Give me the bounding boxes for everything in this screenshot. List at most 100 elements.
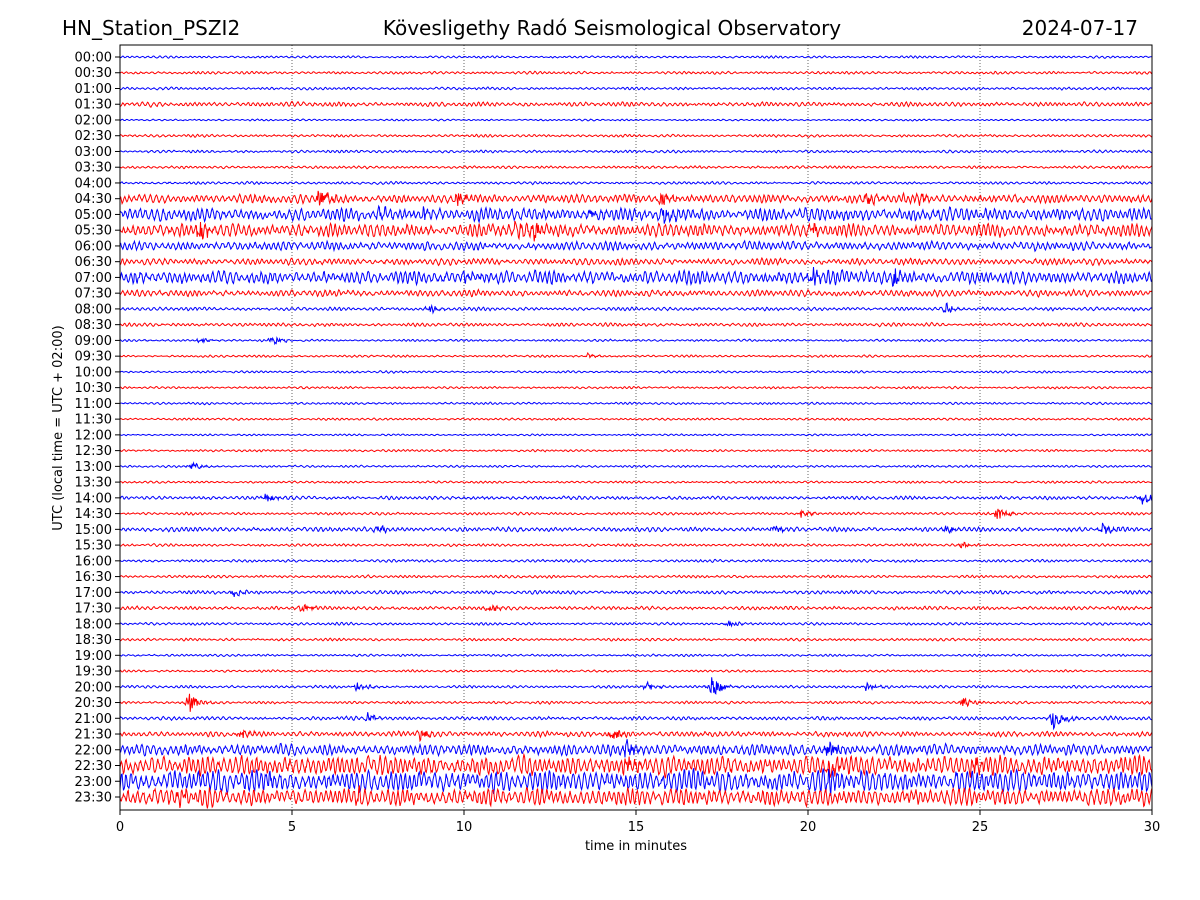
- y-tick-label: 12:30: [75, 444, 112, 459]
- y-tick-label: 13:30: [75, 476, 112, 491]
- trace-0330: [119, 165, 1153, 170]
- trace-0430: [119, 190, 1153, 207]
- y-tick-label: 22:00: [75, 743, 112, 758]
- trace-2030: [119, 693, 1153, 712]
- y-tick-label: 13:00: [75, 460, 112, 475]
- x-tick-label: 15: [628, 820, 645, 835]
- y-tick-label: 16:30: [75, 570, 112, 585]
- y-tick-label: 14:00: [75, 491, 112, 506]
- y-tick-label: 11:30: [75, 413, 112, 428]
- y-axis-label: UTC (local time = UTC + 02:00): [51, 325, 66, 530]
- trace-1730: [119, 603, 1153, 613]
- x-axis: 0 5 10 15 20 25 30: [116, 810, 1160, 835]
- y-tick-label: 18:30: [75, 633, 112, 648]
- station-title: HN_Station_PSZI2: [62, 16, 240, 40]
- x-tick-label: 25: [972, 820, 989, 835]
- y-tick-label: 08:30: [75, 318, 112, 333]
- y-tick-label: 09:30: [75, 350, 112, 365]
- trace-1230: [119, 448, 1153, 453]
- y-tick-label: 02:00: [75, 113, 112, 128]
- trace-0600: [119, 239, 1153, 253]
- trace-1300: [119, 461, 1153, 470]
- trace-0030: [119, 70, 1153, 75]
- trace-0400: [119, 180, 1153, 186]
- y-tick-label: 19:00: [75, 649, 112, 664]
- x-tick-label: 10: [456, 820, 473, 835]
- y-tick-label: 07:30: [75, 287, 112, 302]
- trace-1400: [119, 493, 1153, 505]
- grid: [291, 45, 981, 810]
- traces: [119, 55, 1153, 809]
- trace-0930: [119, 351, 1153, 359]
- y-tick-label: 03:00: [75, 145, 112, 160]
- y-tick-label: 17:00: [75, 586, 112, 601]
- trace-0100: [119, 86, 1153, 91]
- y-tick-label: 19:30: [75, 665, 112, 680]
- trace-0900: [119, 336, 1153, 346]
- trace-2200: [119, 739, 1153, 758]
- y-tick-label: 05:00: [75, 208, 112, 223]
- y-tick-label: 10:00: [75, 365, 112, 380]
- trace-2300: [119, 767, 1153, 797]
- y-tick-label: 10:30: [75, 381, 112, 396]
- trace-0630: [119, 256, 1153, 267]
- trace-0230: [119, 133, 1153, 138]
- y-tick-label: 03:30: [75, 161, 112, 176]
- y-tick-label: 05:30: [75, 224, 112, 239]
- y-tick-label: 23:30: [75, 791, 112, 806]
- y-tick-label: 09:00: [75, 334, 112, 349]
- trace-1200: [119, 433, 1153, 437]
- y-tick-label: 07:00: [75, 271, 112, 286]
- y-tick-label: 08:00: [75, 302, 112, 317]
- trace-1130: [119, 417, 1153, 421]
- trace-0800: [119, 302, 1153, 315]
- y-tick-label: 14:30: [75, 507, 112, 522]
- y-tick-label: 22:30: [75, 759, 112, 774]
- y-tick-label: 15:00: [75, 523, 112, 538]
- y-tick-label: 21:30: [75, 728, 112, 743]
- trace-1430: [119, 508, 1153, 519]
- trace-0000: [119, 55, 1153, 59]
- x-tick-label: 5: [288, 820, 296, 835]
- date-title: 2024-07-17: [1022, 16, 1138, 40]
- trace-1030: [119, 385, 1153, 390]
- y-tick-label: 00:30: [75, 66, 112, 81]
- y-tick-label: 21:00: [75, 712, 112, 727]
- y-tick-label: 23:00: [75, 775, 112, 790]
- y-tick-label: 12:00: [75, 428, 112, 443]
- y-tick-label: 20:00: [75, 680, 112, 695]
- x-tick-label: 20: [800, 820, 817, 835]
- x-tick-label: 30: [1144, 820, 1161, 835]
- trace-0130: [119, 100, 1153, 108]
- y-tick-label: 04:00: [75, 176, 112, 191]
- trace-2100: [119, 712, 1153, 731]
- trace-0300: [119, 149, 1153, 154]
- trace-2000: [119, 677, 1153, 695]
- x-axis-label: time in minutes: [585, 839, 687, 854]
- trace-2130: [119, 729, 1153, 743]
- trace-1830: [119, 637, 1152, 642]
- y-tick-label: 18:00: [75, 617, 112, 632]
- y-tick-label: 06:30: [75, 255, 112, 270]
- trace-1330: [119, 480, 1153, 485]
- trace-0500: [119, 204, 1153, 224]
- y-tick-label: 01:00: [75, 82, 112, 97]
- y-tick-label: 02:30: [75, 129, 112, 144]
- y-tick-label: 06:00: [75, 239, 112, 254]
- x-tick-label: 0: [116, 820, 124, 835]
- trace-1930: [120, 669, 1153, 673]
- trace-0200: [119, 118, 1153, 122]
- trace-0730: [119, 288, 1153, 298]
- trace-1700: [119, 589, 1153, 598]
- y-tick-label: 11:00: [75, 397, 112, 412]
- trace-0700: [119, 266, 1153, 287]
- trace-1800: [119, 620, 1153, 628]
- observatory-title: Kövesligethy Radó Seismological Observat…: [383, 16, 841, 40]
- y-tick-label: 17:30: [75, 602, 112, 617]
- trace-1600: [119, 558, 1153, 564]
- y-tick-label: 00:00: [75, 51, 112, 66]
- trace-1000: [119, 369, 1153, 374]
- trace-1530: [120, 541, 1153, 549]
- trace-0830: [119, 321, 1153, 328]
